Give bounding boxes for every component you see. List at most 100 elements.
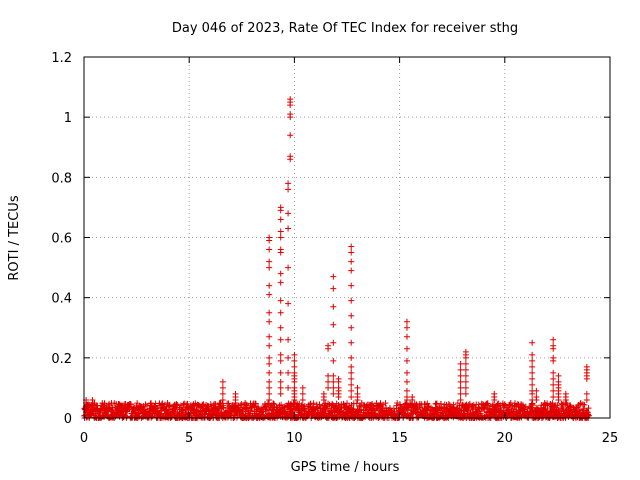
data-point <box>252 400 259 407</box>
data-point <box>277 357 284 364</box>
data-point <box>583 390 590 397</box>
data-point <box>316 401 323 408</box>
data-point <box>247 407 254 414</box>
data-point <box>238 401 245 408</box>
data-point <box>177 402 184 409</box>
data-point <box>348 282 355 289</box>
data-point <box>348 354 355 361</box>
data-point <box>266 354 273 361</box>
data-point <box>173 401 180 408</box>
data-point <box>266 396 273 403</box>
data-point <box>277 324 284 331</box>
data-point <box>109 404 116 411</box>
y-axis-label: ROTI / TECUs <box>7 195 22 280</box>
data-point <box>291 396 298 403</box>
data-point <box>357 402 364 409</box>
data-point <box>462 366 469 373</box>
data-point <box>348 387 355 394</box>
data-point <box>270 406 277 413</box>
data-point <box>277 207 284 214</box>
data-point <box>354 396 361 403</box>
data-point <box>353 400 360 407</box>
data-point <box>457 378 464 385</box>
y-tick-label: 1.2 <box>51 51 72 66</box>
data-point <box>219 390 226 397</box>
data-point <box>299 390 306 397</box>
data-point <box>322 404 329 411</box>
data-point <box>394 399 401 406</box>
data-point <box>291 357 298 364</box>
data-point <box>348 312 355 319</box>
chart-title: Day 046 of 2023, Rate Of TEC Index for r… <box>172 21 518 36</box>
data-point <box>550 393 557 400</box>
data-point <box>97 410 104 417</box>
data-point <box>348 339 355 346</box>
data-point <box>554 402 561 409</box>
data-point <box>330 384 337 391</box>
data-point <box>299 396 306 403</box>
data-point <box>301 402 308 409</box>
data-point <box>237 402 244 409</box>
data-point <box>184 400 191 407</box>
data-point <box>277 249 284 256</box>
data-point <box>457 360 464 367</box>
data-point <box>457 384 464 391</box>
data-point <box>348 243 355 250</box>
data-point <box>462 378 469 385</box>
data-point <box>491 396 498 403</box>
x-tick-label: 25 <box>602 431 619 446</box>
data-point <box>354 384 361 391</box>
data-point <box>270 400 277 407</box>
data-point <box>330 390 337 397</box>
data-point <box>127 400 134 407</box>
data-point <box>266 282 273 289</box>
data-point <box>134 400 141 407</box>
data-point <box>277 270 284 277</box>
data-point <box>299 384 306 391</box>
data-point <box>266 318 273 325</box>
data-point <box>266 384 273 391</box>
data-point <box>287 132 294 139</box>
data-point <box>287 102 294 109</box>
data-point <box>457 390 464 397</box>
data-point <box>348 249 355 256</box>
data-point <box>403 378 410 385</box>
data-point <box>219 384 226 391</box>
data-point <box>291 363 298 370</box>
data-point <box>285 354 292 361</box>
data-point <box>529 375 536 382</box>
data-point <box>266 360 273 367</box>
data-point <box>277 369 284 376</box>
data-point <box>225 400 232 407</box>
data-point <box>529 369 536 376</box>
data-point <box>533 387 540 394</box>
data-point <box>266 309 273 316</box>
data-point <box>550 381 557 388</box>
data-point <box>193 407 200 414</box>
data-point <box>89 402 96 409</box>
data-point <box>277 336 284 343</box>
data-point <box>266 246 273 253</box>
data-point <box>277 279 284 286</box>
data-point <box>277 351 284 358</box>
data-point <box>325 384 332 391</box>
data-point <box>335 378 342 385</box>
data-point <box>266 237 273 244</box>
x-axis-label: GPS time / hours <box>291 460 400 475</box>
data-point <box>584 411 591 418</box>
data-point <box>457 366 464 373</box>
data-point <box>310 400 317 407</box>
data-point <box>330 321 337 328</box>
data-point <box>266 378 273 385</box>
data-point <box>494 401 501 408</box>
data-point <box>348 381 355 388</box>
y-tick-label: 0 <box>64 412 72 427</box>
data-point <box>583 375 590 382</box>
data-point <box>403 333 410 340</box>
data-point <box>277 228 284 235</box>
data-point <box>266 342 273 349</box>
data-point <box>550 357 557 364</box>
data-point <box>348 258 355 265</box>
data-point <box>277 297 284 304</box>
data-points <box>81 96 592 421</box>
